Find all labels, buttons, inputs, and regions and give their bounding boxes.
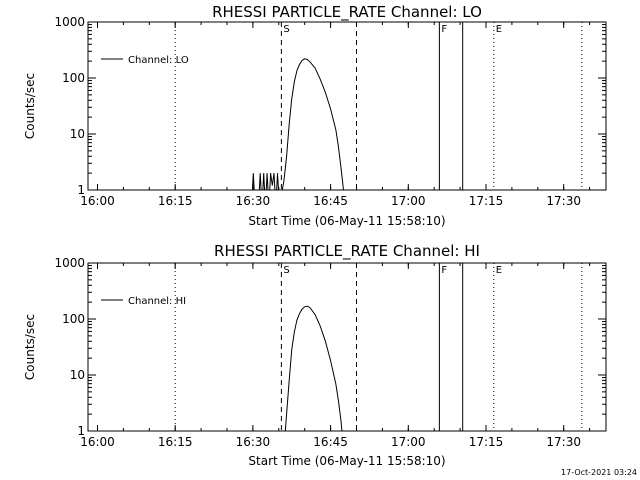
panel-lo-ylabel: Counts/sec — [23, 73, 37, 139]
panel-lo-title: RHESSI PARTICLE_RATE Channel: LO — [212, 3, 482, 22]
y-tick-label: 10 — [70, 127, 85, 141]
event-marker-label: E — [496, 24, 502, 35]
x-tick-label: 16:00 — [80, 194, 115, 208]
panel-hi-title: RHESSI PARTICLE_RATE Channel: HI — [214, 242, 480, 261]
y-tick-label: 1 — [77, 183, 85, 197]
x-tick-label: 17:15 — [469, 435, 504, 449]
panel-hi-ylabel: Counts/sec — [23, 314, 37, 380]
x-tick-label: 16:45 — [313, 194, 348, 208]
x-tick-label: 16:45 — [313, 435, 348, 449]
legend-label: Channel: LO — [128, 55, 189, 66]
event-marker-label: F — [441, 265, 447, 276]
panel-hi-xlabel: Start Time (06-May-11 15:58:10) — [248, 454, 445, 468]
y-tick-label: 1000 — [54, 256, 85, 270]
timestamp: 17-Oct-2021 03:24 — [561, 468, 637, 477]
x-tick-label: 16:15 — [158, 194, 193, 208]
panel-lo-xlabel: Start Time (06-May-11 15:58:10) — [248, 214, 445, 228]
y-tick-label: 10 — [70, 368, 85, 382]
legend-label: Channel: HI — [128, 296, 186, 307]
y-tick-label: 100 — [62, 71, 85, 85]
panel-1: S F E 16:00 16:15 16:30 16:45 17:00 17:15 17:30 1 1… — [54, 256, 607, 449]
x-tick-label: 16:00 — [80, 435, 115, 449]
y-tick-label: 1 — [77, 424, 85, 438]
series-line — [284, 305, 343, 431]
x-tick-label: 17:00 — [391, 194, 426, 208]
x-tick-label: 17:00 — [391, 435, 426, 449]
x-tick-label: 16:15 — [158, 435, 193, 449]
x-tick-label: 17:30 — [546, 194, 581, 208]
event-marker-label: S — [283, 24, 289, 35]
x-tick-label: 17:15 — [469, 194, 504, 208]
event-marker-label: S — [283, 265, 289, 276]
x-tick-label: 16:30 — [236, 194, 271, 208]
event-marker-label: F — [441, 24, 447, 35]
x-tick-label: 16:30 — [236, 435, 271, 449]
panel-0: S F E 16:00 16:15 16:30 16:45 17:00 17:15 17:30 1 1… — [54, 15, 607, 208]
series-line — [251, 58, 345, 190]
y-tick-label: 1000 — [54, 15, 85, 29]
y-tick-label: 100 — [62, 312, 85, 326]
x-tick-label: 17:30 — [546, 435, 581, 449]
event-marker-label: E — [496, 265, 502, 276]
